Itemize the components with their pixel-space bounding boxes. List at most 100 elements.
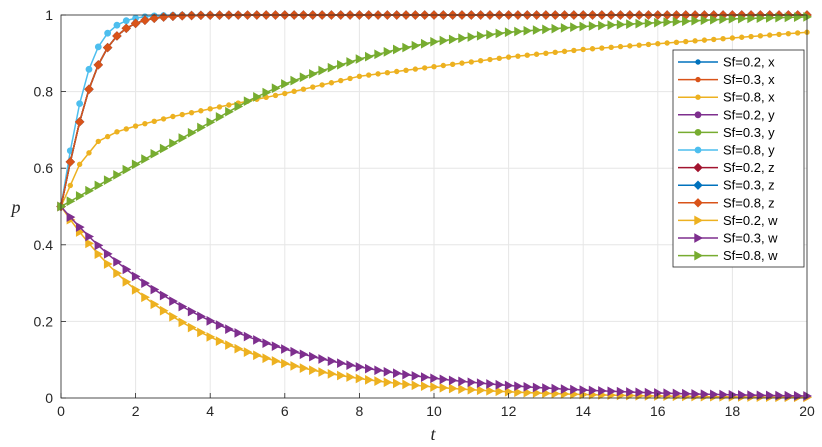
series-3 bbox=[58, 29, 810, 210]
series-3-marker bbox=[496, 55, 502, 62]
series-10-marker bbox=[271, 356, 281, 366]
series-12-marker bbox=[439, 35, 449, 46]
series-12-marker bbox=[738, 13, 747, 24]
series-3-marker bbox=[226, 102, 232, 108]
series-12-marker bbox=[691, 15, 701, 26]
series-12-marker bbox=[290, 75, 300, 86]
series-9-marker bbox=[112, 31, 122, 41]
series-3-marker bbox=[459, 60, 465, 66]
series-12-marker bbox=[122, 164, 132, 175]
series-11-marker bbox=[122, 264, 132, 275]
series-12-marker bbox=[374, 49, 384, 60]
series-10-marker bbox=[94, 249, 104, 259]
legend-swatch-marker bbox=[694, 146, 702, 154]
series-12-marker bbox=[542, 24, 551, 35]
legend-swatch-marker bbox=[695, 59, 701, 65]
series-11-marker bbox=[243, 331, 253, 342]
series-11-marker bbox=[430, 373, 440, 384]
series-3-marker bbox=[757, 33, 764, 39]
series-11-marker bbox=[616, 386, 626, 397]
plot-frame bbox=[60, 14, 808, 399]
series-11-marker bbox=[225, 324, 234, 334]
series-12-marker bbox=[243, 96, 253, 107]
series-3-marker bbox=[347, 75, 353, 82]
series-10-marker bbox=[85, 238, 95, 249]
legend-swatch-marker bbox=[694, 233, 704, 243]
series-11-marker bbox=[710, 389, 719, 400]
x-tick-label: 12 bbox=[501, 403, 517, 419]
legend-item: Sf=0.8, z bbox=[678, 195, 775, 210]
legend-swatch-marker bbox=[693, 180, 703, 190]
series-10-marker bbox=[514, 387, 523, 398]
series-3-marker bbox=[636, 42, 642, 48]
legend-swatch-marker bbox=[693, 198, 703, 208]
series-10-marker bbox=[103, 259, 113, 269]
y-tick-label: 0.8 bbox=[34, 84, 54, 100]
series-10-marker bbox=[197, 327, 206, 338]
series-12-marker bbox=[607, 20, 617, 30]
series-11-marker bbox=[495, 379, 505, 390]
series-3-marker bbox=[188, 109, 195, 116]
series-11-marker bbox=[309, 351, 318, 362]
x-axis-label: t bbox=[430, 424, 436, 444]
series-11-marker bbox=[234, 328, 244, 338]
x-tick-label: 16 bbox=[650, 403, 666, 419]
x-tick-label: 14 bbox=[575, 403, 591, 419]
legend-label: Sf=0.2, w bbox=[723, 213, 778, 228]
series-10-marker bbox=[122, 276, 132, 287]
series-12-marker bbox=[197, 122, 206, 133]
series-9-marker bbox=[93, 60, 104, 70]
series-3-marker bbox=[291, 88, 297, 95]
series-3-marker bbox=[571, 47, 577, 54]
legend-item: Sf=0.3, w bbox=[678, 231, 778, 246]
series-10-marker bbox=[169, 311, 178, 322]
legend-item: Sf=0.8, w bbox=[678, 248, 778, 263]
series-12-marker bbox=[728, 13, 738, 24]
series-12-marker bbox=[402, 42, 412, 53]
legend-swatch-marker bbox=[694, 111, 702, 119]
series-11-marker bbox=[197, 311, 206, 322]
series-3-marker bbox=[300, 86, 307, 92]
series-11-marker bbox=[411, 371, 421, 381]
series-3-marker bbox=[487, 56, 493, 63]
legend-item: Sf=0.2, x bbox=[678, 55, 775, 70]
series-11-marker bbox=[150, 284, 160, 295]
series-9-marker bbox=[102, 42, 113, 53]
x-tick-label: 18 bbox=[725, 403, 741, 419]
series-11-marker bbox=[318, 354, 328, 364]
series-11-marker bbox=[644, 387, 654, 398]
series-11-marker bbox=[337, 358, 346, 369]
series-11-marker bbox=[383, 366, 393, 377]
series-11-marker bbox=[178, 301, 188, 312]
series-10-marker bbox=[430, 382, 440, 392]
series-11-marker bbox=[346, 360, 356, 370]
series-10-marker bbox=[439, 382, 449, 393]
series-12-marker bbox=[579, 21, 589, 32]
series-12-marker bbox=[215, 112, 225, 122]
series-10-marker bbox=[458, 384, 468, 394]
legend-item: Sf=0.8, x bbox=[678, 90, 775, 105]
series-3-marker bbox=[729, 35, 736, 41]
series-3-marker bbox=[794, 30, 801, 36]
series-9-marker bbox=[130, 18, 141, 29]
series-12-marker bbox=[85, 185, 95, 196]
series-12-marker bbox=[551, 23, 561, 34]
y-tick-label: 0.4 bbox=[34, 237, 54, 253]
series-11-marker bbox=[113, 256, 122, 267]
series-12-marker bbox=[523, 25, 533, 36]
series-3-marker bbox=[515, 53, 521, 59]
series-3-marker bbox=[692, 38, 698, 44]
series-12-marker bbox=[187, 127, 197, 138]
series-3-marker bbox=[282, 90, 288, 97]
series-12-marker bbox=[430, 36, 440, 47]
y-tick-label: 0 bbox=[45, 390, 53, 406]
series-3-marker bbox=[151, 118, 157, 124]
series-3-marker bbox=[216, 104, 223, 110]
series-3-marker bbox=[748, 33, 754, 40]
series-3-marker bbox=[142, 120, 148, 127]
series-3-marker bbox=[505, 54, 512, 60]
series-12-marker bbox=[775, 12, 785, 23]
series-3-marker bbox=[655, 41, 661, 47]
series-11-marker bbox=[626, 387, 635, 397]
